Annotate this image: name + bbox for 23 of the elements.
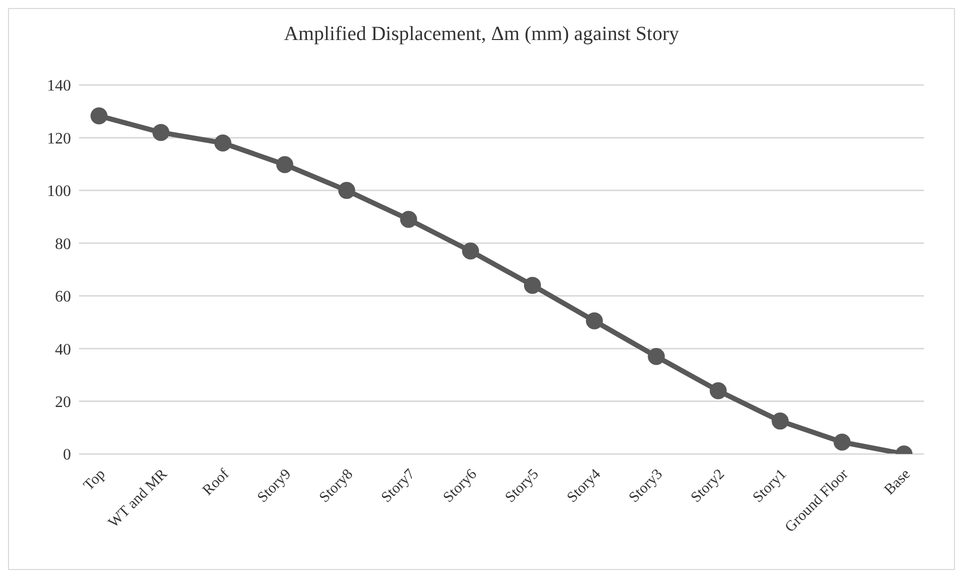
point: [276, 156, 294, 174]
y-tick-label: 140: [47, 78, 71, 95]
y-tick-label: 60: [55, 288, 71, 306]
point: [586, 312, 603, 330]
point: [772, 412, 789, 430]
point: [648, 348, 665, 365]
point: [400, 210, 418, 228]
point: [834, 434, 851, 451]
chart-title: Amplified Displacement, Δm (mm) against Story: [282, 23, 680, 46]
point: [710, 382, 727, 400]
y-tick-label: 80: [55, 236, 71, 253]
point: [214, 134, 232, 152]
x-tick-label: Base: [882, 466, 914, 498]
y-tick-label: 100: [47, 183, 71, 200]
y-tick-label: 0: [63, 446, 71, 464]
y-tick-label: 40: [55, 341, 71, 358]
point: [462, 242, 480, 260]
y-tick-label: 120: [47, 130, 71, 148]
point: [152, 124, 170, 141]
point: [338, 182, 356, 199]
y-tick-label: 20: [55, 394, 71, 411]
point: [90, 107, 108, 124]
point: [524, 276, 541, 294]
